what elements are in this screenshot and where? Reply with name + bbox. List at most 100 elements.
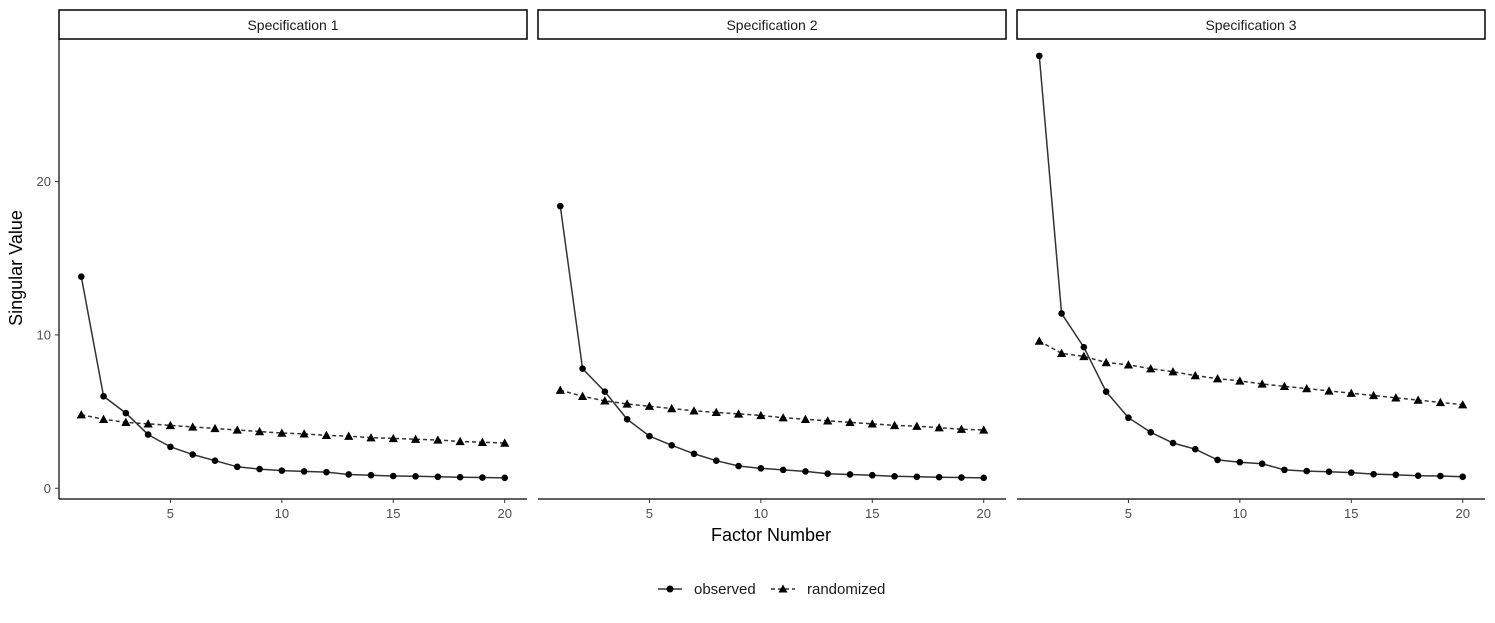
panel-2-x-tick-label-10: 10: [754, 506, 768, 521]
legend: observed randomized: [658, 581, 885, 598]
y-tick-label-10: 10: [37, 327, 51, 342]
panel-1-observed-line: [80, 276, 505, 479]
panel-1-randomized-point-11: [299, 429, 309, 438]
panel-3-observed-point-10: [1236, 458, 1244, 466]
panel-1-observed-point-17: [434, 473, 442, 481]
panel-2-randomized-point-17: [912, 421, 922, 430]
panel-2-observed-point-13: [824, 470, 832, 478]
panel-2-observed-line: [559, 206, 984, 479]
panel-1-observed-point-4: [144, 431, 152, 438]
panel-2-x-tick-label-5: 5: [646, 506, 653, 521]
panel-1-observed-point-11: [300, 468, 308, 475]
x-axis-title: Factor Number: [711, 525, 831, 545]
panel-3-observed-point-19: [1437, 472, 1444, 480]
panel-3-strip: [1016, 9, 1486, 40]
panel-1-observed-point-10: [278, 467, 286, 474]
panel-1-randomized-point-16: [410, 434, 421, 443]
panel-3-x-tick-label-15: 15: [1344, 506, 1358, 521]
panel-3-observed-point-2: [1058, 310, 1065, 317]
panel-1-randomized-point-5: [165, 420, 176, 430]
panel-3-observed-point-17: [1392, 471, 1400, 479]
panel-3-observed-point-16: [1370, 470, 1377, 478]
panel-3-observed-point-12: [1281, 466, 1288, 474]
panel-2-observed-point-8: [712, 457, 720, 464]
panel-3-observed-line: [1038, 55, 1463, 478]
panel-3-x-tick-label-20: 20: [1455, 506, 1469, 521]
panel-2-randomized-point-11: [778, 413, 788, 422]
panel-3-randomized-point-10: [1235, 376, 1245, 385]
panel-1-x-tick-label-15: 15: [386, 506, 400, 521]
panel-1-randomized-point-15: [388, 433, 398, 443]
panel-1-observed-point-14: [367, 471, 375, 479]
panel-2-randomized-point-20: [979, 425, 989, 434]
panel-3-randomized-point-5: [1123, 360, 1134, 369]
legend-randomized-marker: [778, 584, 788, 593]
panel-3-title: Specification 3: [1205, 17, 1296, 33]
panel-2-title: Specification 2: [726, 17, 817, 33]
panel-1-observed-point-7: [211, 457, 219, 464]
panel-3-randomized-point-2: [1056, 348, 1067, 358]
panel-1-randomized-point-10: [277, 428, 287, 437]
panel-3-randomized-point-8: [1190, 370, 1200, 380]
panel-1-observed-point-12: [323, 468, 330, 476]
panel-3-observed-point-9: [1214, 456, 1221, 464]
panel-2-observed-point-20: [980, 474, 988, 482]
panel-3-randomized-point-16: [1368, 390, 1379, 400]
panel-2-observed-point-7: [690, 450, 698, 458]
panel-2-observed-point-9: [735, 462, 742, 470]
panel-1-randomized-point-7: [210, 423, 220, 433]
panel-1-observed-point-3: [122, 409, 130, 417]
panel-1-randomized-point-19: [477, 437, 488, 446]
panel-1-x-tick-label-5: 5: [167, 506, 174, 521]
panel-3-x-tick-label-5: 5: [1125, 506, 1132, 521]
panel-2-randomized-point-9: [733, 409, 744, 418]
panel-3-observed-point-13: [1303, 467, 1311, 475]
panel-1-randomized-point-6: [188, 422, 198, 431]
panel-2: Specification 2 5 10 15 20: [537, 9, 1007, 521]
panel-3-observed-point-4: [1102, 388, 1110, 395]
panel-3-randomized-point-9: [1212, 374, 1223, 383]
panel-2-observed-point-6: [668, 442, 676, 449]
panel-3-observed-point-1: [1035, 52, 1043, 60]
panel-1-observed-point-19: [479, 474, 486, 481]
panel-2-randomized-point-12: [800, 414, 811, 423]
panel-1-observed-point-8: [233, 463, 241, 471]
y-axis-title: Singular Value: [6, 210, 26, 326]
panel-3-observed-point-20: [1459, 473, 1467, 481]
panel-1-observed-point-9: [256, 465, 263, 473]
panel-3-observed-point-5: [1125, 414, 1132, 422]
panel-1-observed-point-6: [189, 451, 197, 458]
panel-3-x-tick-label-10: 10: [1233, 506, 1247, 521]
panel-2-observed-point-10: [757, 465, 765, 472]
panel-1-observed-point-20: [501, 474, 509, 482]
y-tick-label-0: 0: [44, 481, 51, 496]
panel-2-observed-point-15: [868, 471, 876, 479]
panel-1-randomized-point-1: [76, 410, 86, 419]
panel-1-observed-point-13: [345, 471, 353, 478]
panel-3-randomized-point-1: [1034, 336, 1044, 345]
panel-3-randomized-point-3: [1079, 351, 1089, 361]
panel-3-randomized-point-7: [1168, 367, 1178, 376]
panel-3-observed-point-18: [1414, 472, 1422, 479]
panel-2-randomized-point-8: [711, 407, 721, 417]
panel-2-observed-point-16: [891, 473, 898, 480]
panel-3-randomized-line: [1038, 340, 1463, 406]
panel-3-randomized-point-12: [1279, 381, 1290, 390]
panel-1-randomized-line: [81, 413, 505, 444]
panel-1-observed-point-5: [167, 443, 174, 451]
panel-1-observed-point-1: [77, 273, 85, 280]
panel-2-randomized-point-19: [956, 424, 967, 433]
panel-2-randomized-point-3: [600, 396, 610, 405]
panel-2-randomized-point-1: [555, 385, 565, 394]
panel-1-randomized-point-8: [232, 425, 242, 434]
panel-2-observed-point-17: [913, 473, 921, 481]
panel-3-observed-point-8: [1191, 445, 1199, 453]
panel-1-observed-point-16: [412, 473, 419, 480]
panel-1-observed-point-18: [456, 473, 464, 481]
panel-3-randomized-point-11: [1257, 379, 1267, 388]
panel-2-randomized-point-2: [577, 391, 588, 400]
panel-3-randomized-point-17: [1391, 393, 1401, 402]
panel-2-randomized-point-4: [622, 399, 632, 408]
panel-3-randomized-point-20: [1458, 400, 1468, 409]
